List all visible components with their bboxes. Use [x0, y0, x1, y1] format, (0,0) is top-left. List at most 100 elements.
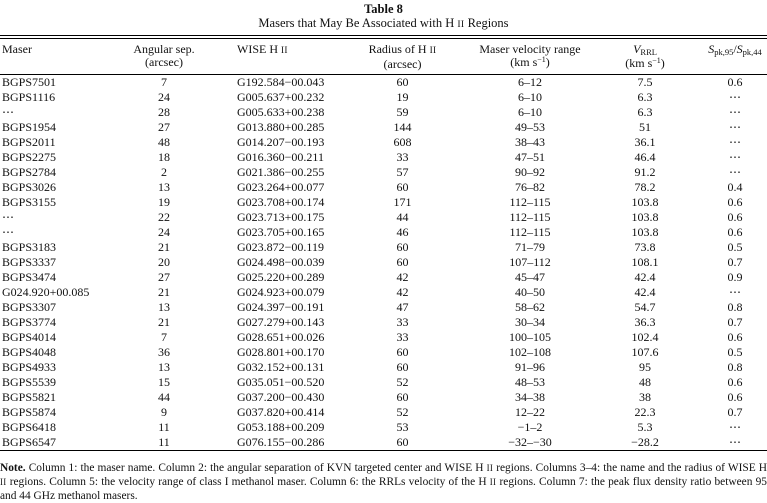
ratio-subscript-1: pk,95: [714, 47, 734, 57]
cell-flux-ratio: 0.8: [727, 300, 743, 314]
cell-angular-sep: 21: [158, 285, 170, 299]
cell-flux-ratio: 0.6: [727, 375, 743, 389]
table-row: BGPS3337 20 G024.498−00.039 60 107–112 108.1 0…: [0, 255, 767, 270]
vrrl-unit-prefix: (km s: [625, 56, 653, 70]
cell-flux-ratio: ⋯: [729, 105, 741, 119]
cell-wise-hii: G025.220+00.289: [237, 270, 325, 284]
table-row: ⋯ 28 G005.633+00.238 59 6–10 6.3 ⋯: [0, 105, 767, 120]
cell-velocity-range: −32–−30: [508, 435, 552, 449]
cell-v-rrl: 103.8: [631, 225, 659, 239]
cell-flux-ratio: ⋯: [729, 150, 741, 164]
cell-maser: BGPS5539: [2, 375, 57, 389]
table-row: BGPS5874 9 G037.820+00.414 52 12–22 22.3 0.7: [0, 405, 767, 420]
table-row: BGPS3774 21 G027.279+00.143 33 30–34 36.3 0.7: [0, 315, 767, 330]
cell-velocity-range: 107–112: [509, 255, 551, 269]
cell-flux-ratio: 0.6: [727, 195, 743, 209]
cell-velocity-range: 90–92: [515, 165, 545, 179]
cell-angular-sep: 44: [158, 390, 170, 404]
ratio-symbol-2: S: [736, 42, 743, 56]
cell-maser: BGPS2011: [2, 135, 56, 149]
cell-flux-ratio: ⋯: [729, 285, 741, 299]
cell-v-rrl: −28.2: [631, 435, 659, 449]
cell-flux-ratio: 0.6: [727, 75, 743, 89]
note-text-1: Column 1: the maser name. Column 2: the …: [25, 462, 487, 474]
cell-flux-ratio: ⋯: [729, 420, 741, 434]
cell-flux-ratio: 0.7: [727, 315, 743, 329]
cell-angular-sep: 21: [158, 240, 170, 254]
cell-maser: BGPS3774: [2, 315, 57, 329]
cell-v-rrl: 102.4: [631, 330, 659, 344]
cell-maser: BGPS1116: [2, 90, 56, 104]
cell-wise-hii: G023.705+00.165: [237, 225, 325, 239]
note-smallcaps-2: II: [0, 477, 7, 487]
cell-velocity-range: 100–105: [509, 330, 551, 344]
cell-wise-hii: G037.820+00.414: [237, 405, 325, 419]
cell-maser: BGPS2784: [2, 165, 57, 179]
cell-flux-ratio: ⋯: [729, 165, 741, 179]
cell-angular-sep: 21: [158, 315, 170, 329]
cell-v-rrl: 36.3: [634, 315, 656, 329]
cell-v-rrl: 73.8: [634, 240, 656, 254]
cell-radius-hii: 608: [393, 135, 412, 149]
cell-radius-hii: 33: [396, 315, 409, 329]
cell-velocity-range: 6–10: [518, 90, 542, 104]
cell-velocity-range: 6–10: [518, 105, 542, 119]
cell-angular-sep: 18: [158, 150, 170, 164]
ratio-slash: /: [733, 42, 737, 56]
cell-flux-ratio: 0.6: [727, 390, 743, 404]
velocity-unit-suffix: ): [545, 55, 550, 69]
cell-radius-hii: 60: [396, 390, 409, 404]
cell-velocity-range: 58–62: [515, 300, 545, 314]
table-row: BGPS6547 11 G076.155−00.286 60 −32–−30 −28.2 ⋯: [0, 435, 767, 451]
cell-radius-hii: 33: [396, 150, 409, 164]
cell-maser: BGPS3337: [2, 255, 57, 269]
cell-angular-sep: 24: [158, 90, 170, 104]
cell-angular-sep: 15: [158, 375, 170, 389]
cell-radius-hii: 60: [396, 240, 409, 254]
wise-smallcaps: II: [281, 46, 288, 56]
table-row: BGPS3474 27 G025.220+00.289 42 45–47 42.4 0.9: [0, 270, 767, 285]
cell-maser: BGPS6547: [2, 435, 57, 449]
cell-maser: BGPS7501: [2, 75, 57, 89]
cell-maser: BGPS4933: [2, 360, 57, 374]
vrrl-symbol: V: [633, 42, 641, 56]
cell-maser: BGPS4014: [2, 330, 57, 344]
cell-wise-hii: G032.152+00.131: [237, 360, 325, 374]
cell-flux-ratio: ⋯: [729, 120, 741, 134]
table-row: BGPS3155 19 G023.708+00.174 171 112–115 103.8…: [0, 195, 767, 210]
note-smallcaps-3: II: [489, 477, 497, 487]
table-title-text: Masers that May Be Associated with H: [258, 16, 458, 30]
cell-wise-hii: G024.397−00.191: [237, 300, 325, 314]
col-header-angular-sep: Angular sep. (arcsec): [128, 39, 200, 75]
cell-maser: BGPS6418: [2, 420, 57, 434]
vrrl-unit-exp: −1: [652, 56, 661, 65]
radius-label: Radius of H: [368, 42, 430, 56]
cell-v-rrl: 51: [639, 120, 651, 134]
table-row: BGPS2011 48 G014.207−00.193 608 38–43 36.1 ⋯: [0, 135, 767, 150]
cell-velocity-range: 34–38: [515, 390, 545, 404]
cell-wise-hii: G076.155−00.286: [237, 435, 325, 449]
cell-radius-hii: 33: [396, 330, 409, 344]
note-text-2: regions. Columns 3–4: the name and the r…: [493, 462, 767, 474]
cell-v-rrl: 5.3: [637, 420, 653, 434]
cell-velocity-range: −1–2: [517, 420, 543, 434]
cell-radius-hii: 42: [396, 270, 409, 284]
cell-flux-ratio: 0.7: [727, 255, 743, 269]
cell-radius-hii: 19: [396, 90, 409, 104]
table-row: BGPS3183 21 G023.872−00.119 60 71–79 73.8 0.5: [0, 240, 767, 255]
cell-flux-ratio: 0.4: [727, 180, 743, 194]
vrrl-unit-suffix: ): [660, 56, 665, 70]
cell-velocity-range: 112–115: [509, 225, 551, 239]
cell-radius-hii: 60: [396, 435, 409, 449]
cell-wise-hii: G005.633+00.238: [237, 105, 325, 119]
cell-wise-hii: G053.188+00.209: [237, 420, 325, 434]
cell-maser: BGPS3183: [2, 240, 57, 254]
cell-angular-sep: 7: [161, 75, 167, 89]
col-header-wise-hii: WISE H II: [200, 39, 350, 75]
cell-velocity-range: 71–79: [515, 240, 545, 254]
cell-angular-sep: 27: [158, 270, 170, 284]
cell-maser: BGPS4048: [2, 345, 57, 359]
cell-v-rrl: 22.3: [634, 405, 656, 419]
table-row: BGPS4014 7 G028.651+00.026 33 100–105 102.4 0.…: [0, 330, 767, 345]
